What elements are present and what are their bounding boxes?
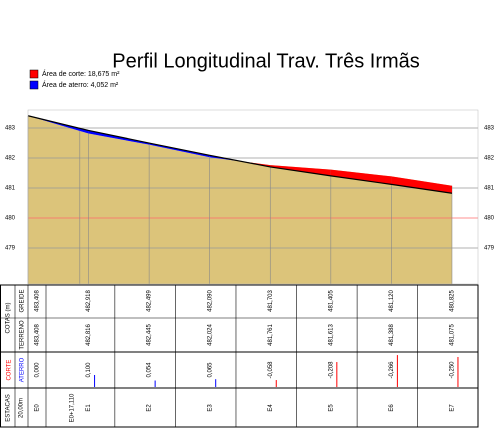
greide-value: 481,120 (389, 290, 395, 312)
chart-title: Perfil Longitudinal Trav. Três Irmãs (112, 50, 420, 72)
y-tick-label: 481 (5, 186, 16, 192)
cut-fill-area (28, 115, 89, 134)
y-tick-label: 479 (5, 246, 16, 252)
diff-value: -0,058 (268, 361, 274, 379)
greide-value: 482,918 (86, 290, 92, 312)
greide-value: 481,405 (328, 290, 334, 312)
y-tick-label: 483 (484, 126, 495, 132)
y-tick-label: 480 (484, 216, 495, 222)
cut-fill-area (391, 176, 452, 194)
terreno-value: 482,445 (147, 324, 153, 346)
diff-value: 0,100 (86, 362, 92, 378)
station-label: E0+17,110 (69, 393, 75, 422)
legend-label: Área de aterro: 4,052 m² (42, 80, 119, 89)
legend-swatch (29, 69, 39, 79)
greide-value: 482,090 (207, 290, 213, 312)
row-header: TERRENO (20, 320, 26, 350)
diff-value: -0,266 (389, 361, 395, 379)
terreno-value: 483,408 (35, 324, 41, 346)
row-header: ATERRO (20, 357, 26, 382)
diff-value: 0,065 (207, 362, 213, 378)
station-label: E0 (35, 404, 41, 412)
terreno-value: 482,024 (207, 324, 213, 346)
terreno-value: 482,816 (86, 324, 92, 346)
diff-value: 0,000 (35, 362, 41, 378)
y-tick-label: 480 (5, 216, 16, 222)
y-tick-label: 483 (5, 126, 16, 132)
row-header: 20,00m (19, 398, 25, 418)
greide-value: 480,825 (450, 290, 456, 312)
table-frame (0, 284, 479, 428)
y-tick-label: 481 (484, 186, 495, 192)
plot-frame (27, 109, 479, 285)
diff-value: 0,054 (147, 362, 153, 378)
diff-value: -0,250 (450, 361, 456, 379)
cut-fill-area (330, 169, 392, 185)
station-label: E1 (86, 404, 92, 412)
station-label: E5 (328, 404, 334, 412)
greide-line (27, 115, 453, 194)
row-header: COTAS (m) (6, 303, 12, 334)
row-header: CORTE (7, 360, 13, 381)
legend-label: Área de corte: 18,675 m² (42, 69, 120, 78)
greide-value: 482,499 (147, 290, 153, 312)
terreno-value: 481,388 (389, 324, 395, 346)
station-label: E6 (389, 404, 395, 412)
y-tick-label: 482 (5, 156, 16, 162)
station-label: E7 (450, 404, 456, 412)
y-tick-label: 479 (484, 246, 495, 252)
terrain-fill (28, 115, 452, 284)
row-header: ESTACAS (6, 394, 12, 422)
row-header: GREIDE (20, 289, 26, 312)
terreno-value: 481,613 (328, 324, 334, 346)
greide-value: 483,408 (35, 290, 41, 312)
terreno-value: 481,075 (450, 324, 456, 346)
diff-value: -0,208 (328, 361, 334, 379)
legend-swatch (29, 80, 39, 90)
y-tick-label: 482 (484, 156, 495, 162)
greide-value: 481,703 (268, 290, 274, 312)
terreno-value: 481,761 (268, 324, 274, 346)
station-label: E3 (207, 404, 213, 412)
station-label: E4 (268, 404, 274, 412)
station-label: E2 (147, 404, 153, 412)
